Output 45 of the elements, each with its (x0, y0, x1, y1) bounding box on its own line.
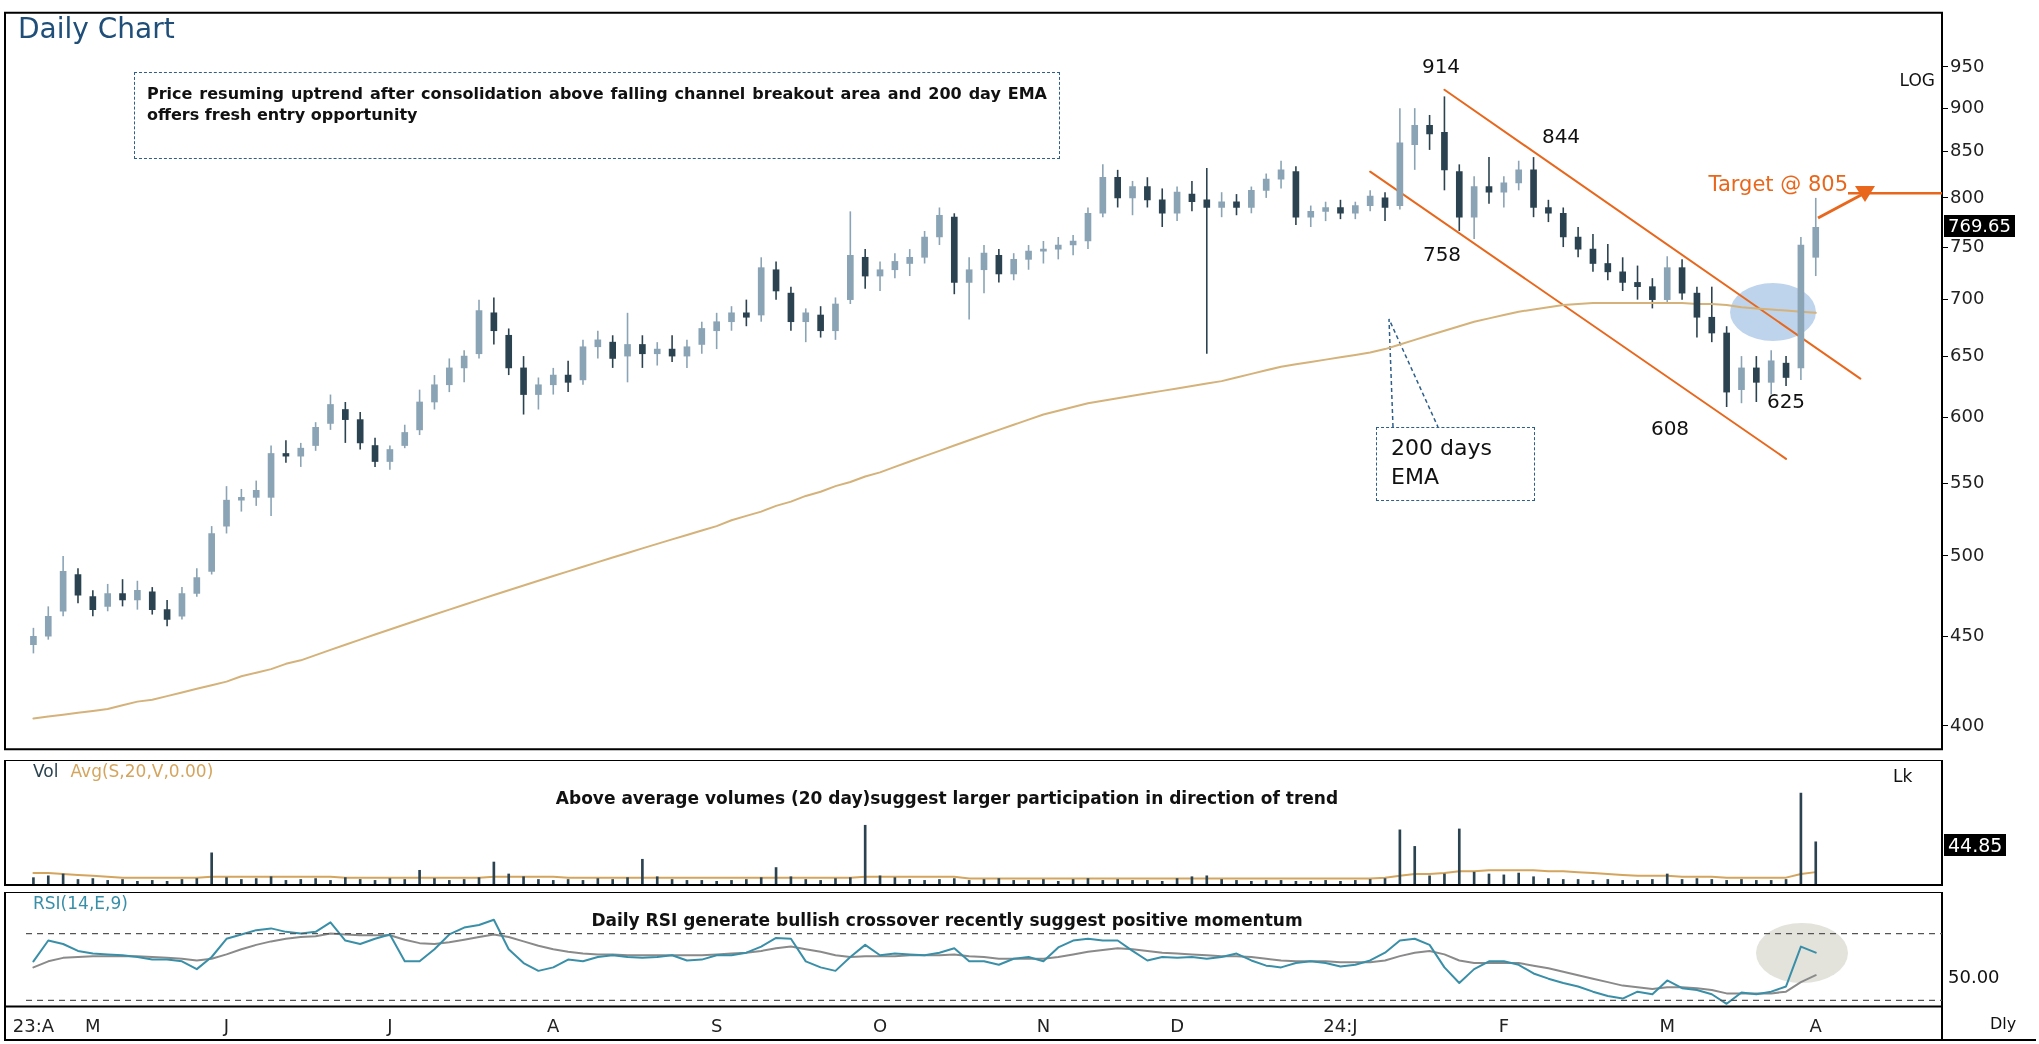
x-tick-label: 23:A (12, 1014, 55, 1036)
annotation: 914 (1421, 54, 1461, 78)
text: 44.85 (1944, 834, 2007, 856)
y-tick-label: 600 (1950, 404, 1985, 426)
y-tick-label: 500 (1950, 543, 1985, 565)
y-tick-label: 450 (1950, 623, 1985, 645)
x-tick-label: J (222, 1014, 230, 1036)
y-tick-label: 950 (1950, 54, 1985, 76)
y-tick-label: 400 (1950, 713, 1985, 735)
y-tick-label: 550 (1950, 471, 1985, 493)
x-tick-label: J (386, 1014, 393, 1036)
y-tick-label: 850 (1950, 139, 1985, 161)
x-tick-label: M (1659, 1014, 1675, 1036)
x-tick-label: N (1036, 1014, 1051, 1036)
x-tick-label: O (872, 1014, 888, 1036)
x-tick-label: 24:J (1323, 1014, 1358, 1036)
text: 50.00 (1948, 966, 2000, 987)
chart-title: Daily Chart (18, 12, 175, 45)
y-tick-label: 650 (1950, 343, 1985, 365)
x-tick-label: F (1498, 1014, 1510, 1036)
text: 769.65 (1944, 215, 2015, 237)
x-tick-label: A (547, 1014, 561, 1036)
annotation: 625 (1766, 389, 1806, 413)
annotation: 844 (1541, 124, 1581, 148)
y-tick-label: 700 (1950, 287, 1985, 309)
x-tick-label: A (1809, 1014, 1823, 1036)
annotation: 608 (1650, 416, 1690, 440)
y-tick-label: 750 (1950, 234, 1985, 256)
text: Dly (1990, 1014, 2017, 1033)
ref-line-label: Target @ 805 (1707, 171, 1848, 196)
series-label: RSI(14,E,9) (33, 892, 128, 913)
text: Avg(S,20,V,0.00) (70, 760, 214, 781)
annotation: 758 (1422, 242, 1462, 266)
x-tick-label: M (85, 1014, 101, 1036)
y-tick-label: 800 (1950, 185, 1985, 207)
annotation: Above average volumes (20 day)suggest larger participation in direction of trend (555, 788, 1339, 808)
annotation: Daily RSI generate bullish crossover recently suggest positive momentum (591, 910, 1303, 930)
annotation: LOG (1899, 70, 1935, 90)
text: Vol (33, 760, 59, 781)
text: Lk (1893, 766, 1913, 786)
annotation: 200 days EMA (1376, 427, 1535, 501)
annotation: Price resuming uptrend after consolidation above falling channel breakout area and 200 day EMA offers fresh entry opportunity (134, 72, 1060, 159)
y-tick-label: 900 (1950, 95, 1985, 117)
x-tick-label: D (1170, 1014, 1185, 1036)
x-tick-label: S (710, 1014, 723, 1036)
